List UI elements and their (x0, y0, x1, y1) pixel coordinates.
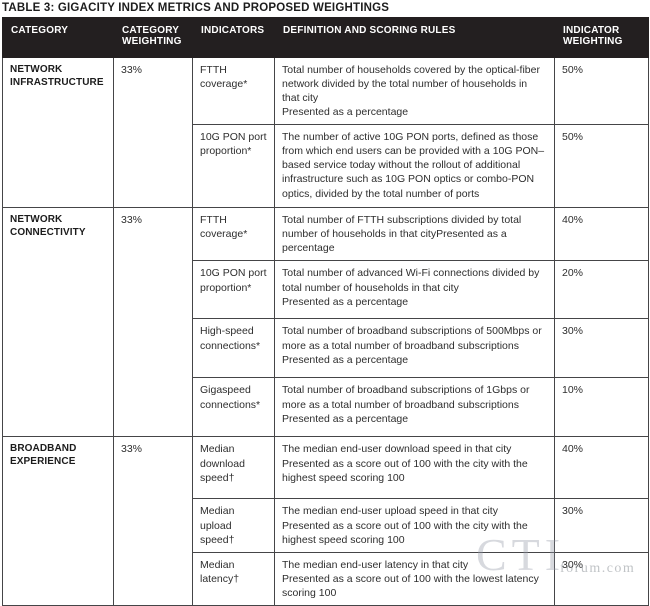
indicator-weighting-cell: 50% (554, 124, 649, 209)
definition-cell: Total number of households covered by th… (274, 56, 555, 126)
indicator-cell: FTTH coverage* (192, 207, 275, 262)
indicator-cell: 10G PON port proportion* (192, 124, 275, 209)
table-row: NETWORK CONNECTIVITY 33% FTTH coverage* … (2, 207, 649, 438)
table-title: TABLE 3: GIGACITY INDEX METRICS AND PROP… (2, 2, 390, 14)
category-weighting-cell: 33% (113, 436, 193, 606)
table-header: CATEGORY CATEGORY WEIGHTING INDICATORS D… (2, 17, 649, 58)
header-definition: DEFINITION AND SCORING RULES (274, 17, 555, 58)
category-cell-network-infrastructure: NETWORK INFRASTRUCTURE (2, 56, 114, 209)
definition-cell: Total number of advanced Wi-Fi connectio… (274, 260, 555, 320)
indicator-weighting-cell: 30% (554, 551, 649, 606)
definition-cell: Total number of broadband subscriptions … (274, 318, 555, 379)
indicator-weighting-cell: 30% (554, 318, 649, 379)
table-row: Gigaspeed connections* Total number of b… (3, 377, 649, 438)
table-row: NETWORK INFRASTRUCTURE 33% FTTH coverage… (2, 56, 649, 209)
indicator-cell: Gigaspeed connections* (192, 377, 275, 438)
category-weighting-cell: 33% (113, 56, 193, 209)
definition-cell: Total number of FTTH subscriptions divid… (274, 207, 555, 262)
indicator-weighting-cell: 50% (554, 56, 649, 126)
indicator-cell: 10G PON port proportion* (192, 260, 275, 320)
indicator-weighting-cell: 40% (554, 207, 649, 262)
indicator-weighting-cell: 40% (554, 436, 649, 500)
table-row: 10G PON port proportion* The number of a… (3, 124, 649, 209)
definition-cell: The median end-user download speed in th… (274, 436, 555, 500)
indicator-cell: Median latency† (192, 551, 275, 606)
indicator-cell: FTTH coverage* (192, 56, 275, 126)
category-weighting-cell: 33% (113, 207, 193, 438)
definition-cell: The median end-user latency in that city… (274, 551, 555, 606)
table-row: High-speed connections* Total number of … (3, 318, 649, 379)
gigacity-index-table: CATEGORY CATEGORY WEIGHTING INDICATORS D… (2, 17, 649, 606)
definition-cell: The number of active 10G PON ports, defi… (274, 124, 555, 209)
table-row: BROADBAND EXPERIENCE 33% Median download… (2, 436, 649, 606)
indicator-cell: High-speed connections* (192, 318, 275, 379)
category-cell-network-connectivity: NETWORK CONNECTIVITY (2, 207, 114, 438)
indicator-weighting-cell: 10% (554, 377, 649, 438)
header-indicators: INDICATORS (192, 17, 275, 58)
indicator-cell: Median download speed† (192, 436, 275, 500)
indicator-cell: Median upload speed† (192, 498, 275, 553)
header-row: CATEGORY CATEGORY WEIGHTING INDICATORS D… (2, 17, 649, 58)
header-indicator-weighting: INDICATOR WEIGHTING (554, 17, 649, 58)
definition-cell: The median end-user upload speed in that… (274, 498, 555, 553)
category-cell-broadband-experience: BROADBAND EXPERIENCE (2, 436, 114, 606)
table-row: 10G PON port proportion* Total number of… (3, 260, 649, 320)
indicator-weighting-cell: 30% (554, 498, 649, 553)
indicator-weighting-cell: 20% (554, 260, 649, 320)
header-category-weighting: CATEGORY WEIGHTING (113, 17, 193, 58)
definition-cell: Total number of broadband subscriptions … (274, 377, 555, 438)
header-category: CATEGORY (2, 17, 114, 58)
